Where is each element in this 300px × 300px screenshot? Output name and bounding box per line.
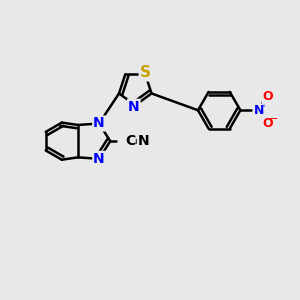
Text: S: S (140, 65, 151, 80)
Text: N: N (93, 116, 105, 130)
Text: O: O (262, 91, 273, 103)
Text: N: N (128, 100, 140, 114)
Text: O: O (262, 117, 273, 130)
Text: +: + (260, 99, 267, 109)
Text: −: − (268, 114, 278, 124)
Text: N: N (137, 134, 149, 148)
Text: N: N (254, 104, 264, 117)
Text: N: N (93, 152, 105, 166)
Text: C: C (125, 134, 135, 148)
